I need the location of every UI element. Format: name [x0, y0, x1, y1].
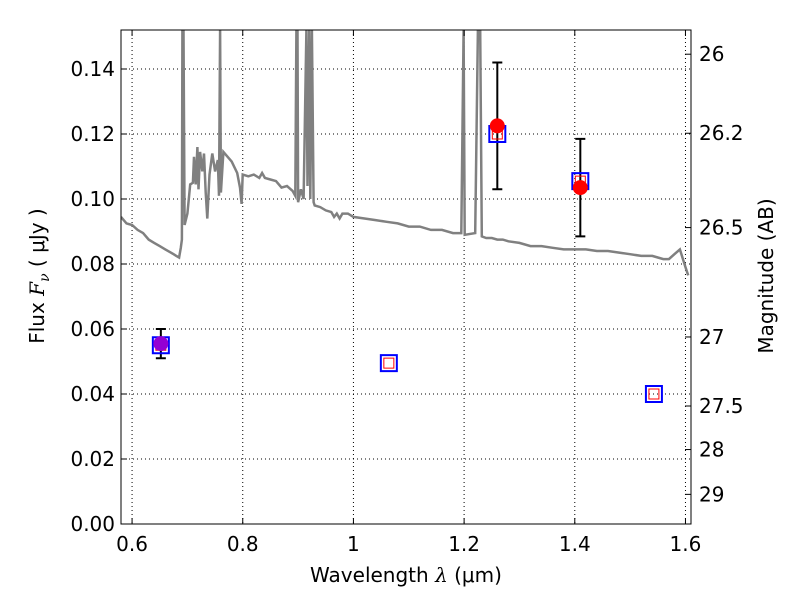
y2-tick-label: 28: [699, 438, 724, 462]
observed-point: [572, 180, 588, 196]
y-tick-label: 0.14: [70, 57, 115, 81]
template-spectrum-layer: [121, 30, 690, 276]
x-tick-label: 0.6: [116, 532, 148, 556]
observed-point: [153, 336, 169, 352]
y2-tick-label: 29: [699, 482, 724, 506]
model-marker: [644, 385, 663, 403]
model-marker-inner: [383, 357, 395, 369]
y-tick-label: 0.12: [70, 122, 115, 146]
y-tick-label: 0.06: [70, 317, 115, 341]
observed-points-layer: [153, 118, 588, 352]
x-axis-label: Wavelength λ (μm): [310, 563, 502, 587]
x-tick-label: 0.8: [227, 532, 259, 556]
y2-tick-label: 27.5: [699, 394, 744, 418]
y-tick-label: 0.02: [70, 447, 115, 471]
y-tick-label: 0.04: [70, 382, 115, 406]
x-tick-label: 1: [347, 532, 360, 556]
x-tick-label: 1.2: [448, 532, 480, 556]
y2-tick-label: 26.5: [699, 216, 744, 240]
y-tick-label: 0.10: [70, 187, 115, 211]
y2-tick-label: 27: [699, 325, 724, 349]
y-axis-label: Flux Fν ( μJy ): [25, 208, 53, 344]
y-tick-label: 0.00: [70, 512, 115, 536]
ticks: 0.6 0.8 1 1.2 1.4 1.6 0.00 0.02 0.04 0.06 0.08 0.10…: [70, 30, 744, 556]
observed-point: [489, 118, 505, 134]
y-tick-label: 0.08: [70, 252, 115, 276]
model-marker-inner: [648, 388, 660, 400]
y2-tick-label: 26: [699, 42, 724, 66]
axes-frame: [120, 29, 692, 525]
y2-axis-label: Magnitude (AB): [754, 198, 778, 353]
x-tick-label: 1.6: [670, 532, 702, 556]
x-tick-label: 1.4: [559, 532, 591, 556]
y2-tick-label: 26.2: [699, 121, 744, 145]
grid: [121, 30, 691, 525]
template-spectrum-line: [121, 30, 690, 276]
model-marker: [379, 354, 398, 373]
